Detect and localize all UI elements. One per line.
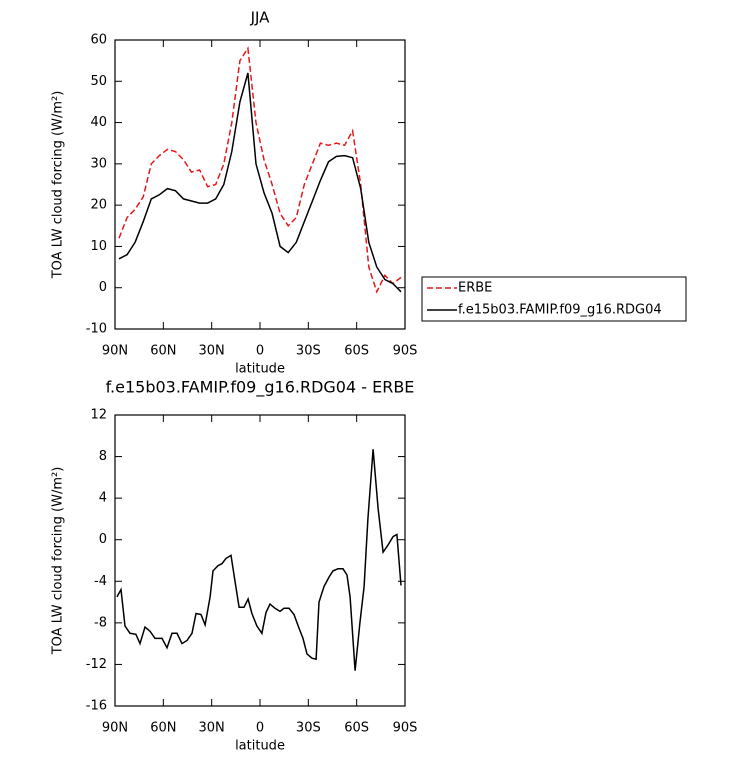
x-tick-label: 30N — [199, 344, 225, 359]
x-tick-label: 90N — [102, 344, 128, 359]
y-axis-label: TOA LW cloud forcing (W/m²) — [51, 467, 66, 656]
series-line — [118, 72, 402, 293]
x-tick-label: 30S — [296, 721, 321, 736]
x-tick-label: 60N — [150, 344, 176, 359]
y-tick-label: 20 — [90, 198, 107, 213]
legend-box — [421, 276, 687, 322]
y-tick-label: 4 — [99, 491, 107, 506]
y-tick-label: -8 — [94, 615, 107, 630]
y-tick-label: 30 — [90, 156, 107, 171]
y-tick-label: 8 — [99, 449, 107, 464]
y-tick-label: -16 — [86, 699, 107, 714]
y-tick-label: -4 — [94, 574, 107, 589]
series-line — [116, 449, 402, 671]
y-tick-label: 0 — [99, 280, 107, 295]
y-tick-label: 0 — [99, 532, 107, 547]
chart-title: JJA — [250, 9, 271, 27]
x-tick-label: 90S — [393, 344, 418, 359]
x-tick-label: 90S — [393, 721, 418, 736]
y-tick-label: 40 — [90, 115, 107, 130]
y-tick-label: 10 — [90, 239, 107, 254]
chart-title: f.e15b03.FAMIP.f09_g16.RDG04 - ERBE — [106, 378, 415, 398]
y-axis-label: TOA LW cloud forcing (W/m²) — [51, 91, 66, 280]
x-tick-label: 30S — [296, 344, 321, 359]
x-tick-label: 30N — [199, 721, 225, 736]
plot-frame — [114, 39, 406, 330]
legend-label: ERBE — [458, 281, 492, 296]
y-tick-label: 60 — [90, 33, 107, 48]
x-tick-label: 0 — [256, 721, 264, 736]
x-axis-label: latitude — [235, 362, 285, 377]
legend-label: f.e15b03.FAMIP.f09_g16.RDG04 — [458, 303, 662, 318]
y-tick-label: 50 — [90, 74, 107, 89]
x-tick-label: 90N — [102, 721, 128, 736]
y-tick-label: -10 — [86, 322, 107, 337]
x-tick-label: 0 — [256, 344, 264, 359]
x-tick-label: 60S — [344, 721, 369, 736]
plot-frame — [114, 414, 406, 707]
y-tick-label: 12 — [90, 408, 107, 423]
x-tick-label: 60N — [150, 721, 176, 736]
x-axis-label: latitude — [235, 739, 285, 754]
y-tick-label: -12 — [86, 657, 107, 672]
x-tick-label: 60S — [344, 344, 369, 359]
series-line — [118, 46, 402, 294]
